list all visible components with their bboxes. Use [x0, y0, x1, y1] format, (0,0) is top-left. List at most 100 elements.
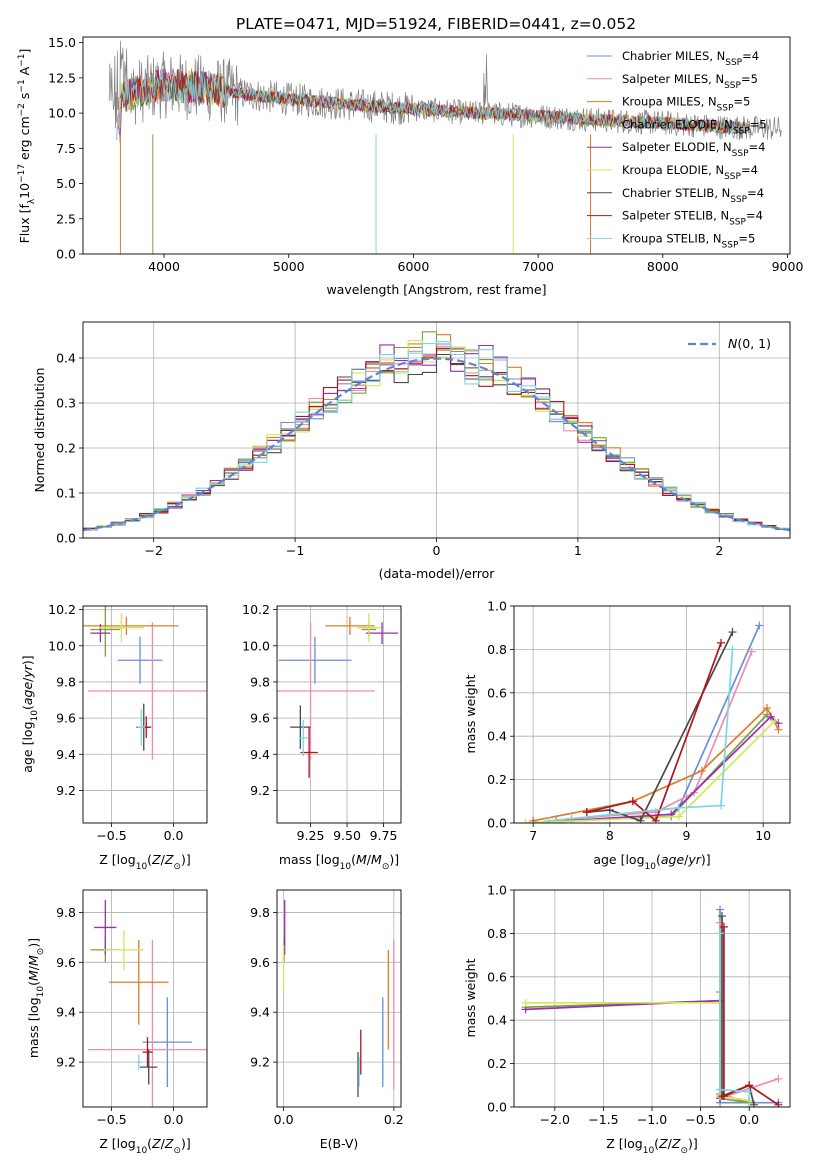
x-tick-label: 7: [529, 828, 537, 843]
x-axis-label: Z [log10(Z/Z⊙)]: [606, 1136, 698, 1156]
y-tick-label: 9.4: [56, 1005, 76, 1020]
x-tick-label: −1.5: [588, 1112, 618, 1127]
x-tick-label: 10: [755, 828, 771, 843]
y-tick-label: 0.4: [56, 351, 76, 366]
y-tick-label: 9.8: [56, 674, 76, 689]
y-tick-label: 0.8: [487, 926, 507, 941]
axes-age-vs-Z: −0.5 0.0 9.2 9.4 9.6 9.8 10.0 10.2: [48, 602, 207, 843]
y-axis-label: mass weight: [463, 958, 478, 1037]
axes-frame: [276, 605, 402, 824]
x-tick-label: 5000: [273, 259, 305, 274]
axes-mass-vs-Z: −0.5 0.0 9.2 9.4 9.6 9.8: [56, 890, 207, 1127]
x-tick-label: 2: [715, 543, 723, 558]
y-tick-label: 9.2: [56, 783, 76, 798]
weight-line: [571, 651, 753, 820]
y-tick-label: 9.6: [56, 955, 76, 970]
x-tick-label: 9000: [772, 259, 804, 274]
axes-frame: [513, 889, 791, 1108]
x-tick-label: 8: [606, 828, 614, 843]
legend-entry: N(0, 1): [728, 336, 771, 351]
legend-entry: Salpeter STELIB, NSSP=4: [622, 209, 763, 228]
legend-entry: Kroupa MILES, NSSP=5: [622, 95, 750, 114]
y-axis-label: Normed distribution: [32, 368, 47, 493]
y-tick-label: 9.4: [250, 1005, 270, 1020]
y-tick-label: 10.2: [48, 602, 76, 617]
weight-marker: [716, 1085, 725, 1094]
x-axis-label: mass [log10(M/M⊙)]: [279, 852, 399, 872]
y-tick-label: 10.0: [48, 106, 76, 121]
weight-marker: [716, 929, 725, 938]
x-axis-label: E(B-V): [320, 1136, 359, 1151]
y-tick-label: 0.2: [56, 441, 76, 456]
x-tick-label: 4000: [148, 259, 180, 274]
y-tick-label: 0.3: [56, 396, 76, 411]
x-tick-label: −0.5: [96, 1112, 126, 1127]
weight-line: [586, 631, 734, 822]
weight-line: [525, 713, 768, 823]
y-tick-label: 10.0: [242, 638, 270, 653]
y-tick-label: 9.8: [56, 905, 76, 920]
weight-marker: [755, 621, 764, 630]
y-axis-label: mass weight: [463, 674, 478, 753]
x-axis-label: (data-model)/error: [379, 566, 496, 581]
errorbars-mass-vs-EBV: [282, 899, 395, 1098]
histogram-step: [83, 341, 790, 531]
y-tick-label: 9.8: [250, 905, 270, 920]
legend: Chabrier MILES, NSSP=4 Salpeter MILES, NS…: [587, 49, 767, 250]
x-tick-label: −1.0: [637, 1112, 667, 1127]
weight-marker: [728, 628, 737, 637]
weight-marker: [717, 912, 726, 921]
y-tick-label: 0.0: [56, 247, 76, 262]
y-tick-label: 9.4: [250, 747, 270, 762]
weight-marker: [636, 816, 645, 823]
weight-marker: [750, 1100, 759, 1107]
errorbars-age-vs-Z: [83, 606, 207, 760]
errorbars-mass-vs-Z: [87, 899, 207, 1107]
axes-frame: [82, 889, 208, 1108]
y-tick-label: 10.0: [48, 638, 76, 653]
legend-entry: Chabrier STELIB, NSSP=4: [622, 186, 764, 205]
weight-marker: [521, 819, 530, 823]
y-tick-label: 12.5: [48, 70, 76, 85]
y-tick-label: 9.2: [250, 1055, 270, 1070]
weights-massweight-vs-age: [521, 621, 783, 823]
weight-marker: [719, 922, 728, 931]
y-tick-label: 5.0: [56, 176, 76, 191]
y-tick-label: 1.0: [487, 883, 507, 898]
legend-entry: Kroupa STELIB, NSSP=5: [622, 231, 755, 250]
y-tick-label: 9.6: [250, 711, 270, 726]
weight-marker: [747, 647, 756, 656]
weights-massweight-vs-Z: [521, 905, 783, 1107]
weight-marker: [719, 1092, 728, 1101]
y-tick-label: 9.4: [56, 747, 76, 762]
y-tick-label: 0.0: [56, 531, 76, 546]
errorbars-age-vs-mass: [277, 613, 399, 778]
weight-line: [533, 706, 780, 822]
axes-mass-vs-EBV: 0.0 0.2 9.2 9.4 9.6 9.8: [250, 890, 404, 1127]
y-tick-label: 9.2: [250, 783, 270, 798]
x-tick-label: −2.0: [540, 1112, 570, 1127]
x-tick-label: 0.0: [274, 1112, 294, 1127]
x-axis-label: age [log10(age/yr)]: [593, 852, 710, 872]
x-tick-label: 0.0: [739, 1112, 759, 1127]
y-tick-label: 0.1: [56, 486, 76, 501]
x-tick-label: −1: [286, 543, 304, 558]
y-tick-label: 0.2: [487, 1056, 507, 1071]
axes-spectrum: 4000 5000 6000 7000 8000 9000 0.0 2.5 5.0 7.5 10.0…: [48, 35, 803, 274]
weight-marker: [717, 638, 725, 647]
y-tick-label: 9.6: [250, 955, 270, 970]
weight-marker: [728, 645, 737, 654]
y-tick-label: 7.5: [56, 141, 76, 156]
y-tick-label: 0.0: [487, 1100, 507, 1115]
axes-frame: [276, 889, 402, 1108]
weight-marker: [674, 812, 683, 821]
y-tick-label: 0.8: [487, 642, 507, 657]
weight-marker: [766, 712, 775, 721]
y-tick-label: 0.4: [487, 729, 507, 744]
x-tick-label: −2: [144, 543, 162, 558]
weight-marker: [774, 1074, 783, 1083]
x-tick-label: 0: [433, 543, 441, 558]
x-tick-label: 9.75: [370, 828, 398, 843]
y-tick-label: 15.0: [48, 35, 76, 50]
